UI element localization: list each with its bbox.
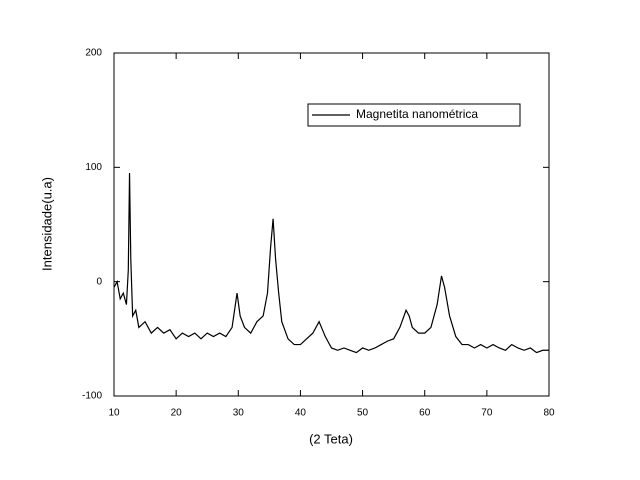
y-tick-label: 100 xyxy=(85,162,102,173)
x-axis-title: (2 Teta) xyxy=(309,431,353,446)
y-tick-label: 200 xyxy=(85,48,102,59)
x-tick-label: 30 xyxy=(233,408,245,419)
data-line xyxy=(113,173,549,354)
plot-frame xyxy=(113,52,550,397)
x-tick-label: 60 xyxy=(419,408,431,419)
x-tick-label: 20 xyxy=(171,408,183,419)
x-tick-label: 10 xyxy=(108,408,120,419)
legend-box xyxy=(307,103,521,127)
y-axis-title: Intensidade(u.a) xyxy=(39,177,54,271)
y-tick-label: -100 xyxy=(82,391,102,402)
x-tick-label: 40 xyxy=(295,408,307,419)
x-tick-label: 70 xyxy=(481,408,493,419)
y-tick-label: 0 xyxy=(96,276,102,287)
x-tick-label: 80 xyxy=(543,408,555,419)
legend-label: Magnetita nanométrica xyxy=(356,107,478,121)
x-tick-label: 50 xyxy=(357,408,369,419)
